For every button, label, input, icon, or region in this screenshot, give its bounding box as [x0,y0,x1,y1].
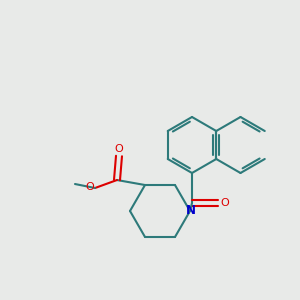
Text: O: O [85,182,94,192]
Text: N: N [186,205,196,218]
Text: O: O [220,198,230,208]
Text: O: O [115,144,123,154]
